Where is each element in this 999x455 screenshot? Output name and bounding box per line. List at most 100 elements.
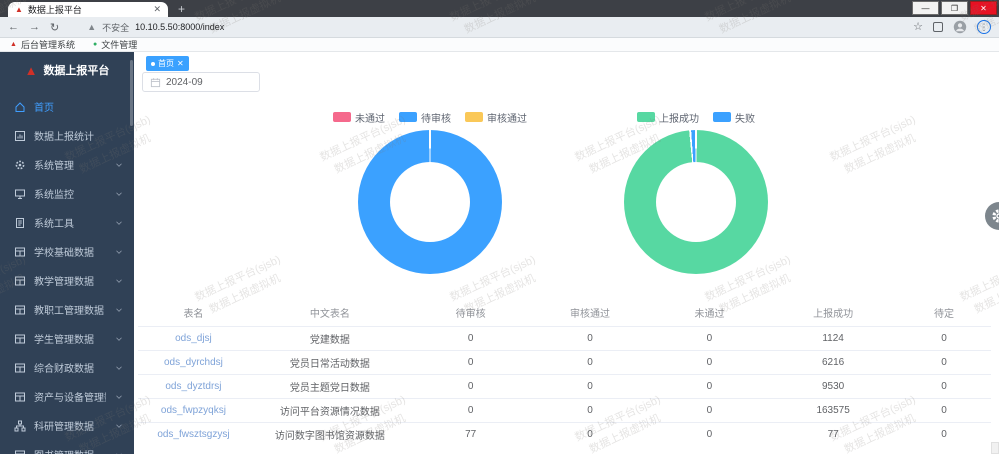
legend-item[interactable]: 失败 xyxy=(713,110,755,125)
sidebar-item[interactable]: 综合财政数据 xyxy=(0,353,134,382)
table-header-cell: 审核通过 xyxy=(570,309,611,321)
bookmark-star-icon[interactable]: ☆ xyxy=(913,20,923,33)
bookmark-item[interactable]: ▲ 后台管理系统 xyxy=(10,38,75,51)
sidebar-item[interactable]: 图书管理数据 xyxy=(0,440,134,454)
sidebar-item-label: 学校基础数据 xyxy=(34,248,94,259)
legend-item[interactable]: 待审核 xyxy=(399,110,451,125)
logo-triangle-icon: ▲ xyxy=(24,62,38,78)
sidebar-item-label: 教学管理数据 xyxy=(34,277,94,288)
chevron-down-icon xyxy=(114,450,124,454)
browser-titlebar: ▲ 数据上报平台 ✕ + — ❐ ✕ xyxy=(0,0,999,17)
table-header-cell: 待审核 xyxy=(455,309,486,321)
chevron-down-icon xyxy=(114,392,124,402)
bookmark-label: 后台管理系统 xyxy=(20,40,75,50)
red-triangle-favicon: ▲ xyxy=(10,41,17,48)
logo-title: 数据上报平台 xyxy=(43,65,110,77)
table-header-cell: 上报成功 xyxy=(813,309,854,321)
chart-legend[interactable]: 未通过 待审核 审核通过 xyxy=(333,110,527,125)
legend-label: 待审核 xyxy=(421,113,451,125)
table-header-cell: 表名 xyxy=(183,309,204,321)
donut-hole xyxy=(656,162,736,242)
table-cell: 6216 xyxy=(769,349,898,374)
bookmark-item[interactable]: ● 文件管理 xyxy=(93,38,137,51)
url-text[interactable]: 10.10.5.50:8000/index xyxy=(135,22,225,32)
table-cell: 0 xyxy=(410,373,531,398)
legend-item[interactable]: 审核通过 xyxy=(465,110,527,125)
table-cell: 党员日常活动数据 xyxy=(248,349,411,374)
month-picker-value: 2024-09 xyxy=(166,76,203,88)
monitor-icon xyxy=(14,188,26,200)
tag-close-icon[interactable]: ✕ xyxy=(177,58,184,68)
table-cell: 访问平台资源情况数据 xyxy=(248,397,411,422)
table-icon xyxy=(14,449,26,454)
gear-icon xyxy=(14,159,26,171)
new-tab-button[interactable]: + xyxy=(178,2,186,16)
main-content: 首页 ✕ 2024-09 未通过 待审核 审核通过 上报成功 失败 xyxy=(134,52,999,454)
sidebar-item-label: 首页 xyxy=(34,103,54,114)
table-icon xyxy=(14,333,26,345)
sidebar-item[interactable]: 教学管理数据 xyxy=(0,266,134,295)
sidebar-item[interactable]: 系统监控 xyxy=(0,179,134,208)
green-circle-favicon: ● xyxy=(92,41,98,48)
legend-swatch-icon xyxy=(637,112,655,122)
profile-avatar-icon[interactable] xyxy=(953,20,967,34)
donut-hole xyxy=(390,162,470,242)
tab-close-icon[interactable]: ✕ xyxy=(153,4,161,14)
close-button[interactable]: ✕ xyxy=(970,1,997,15)
legend-item[interactable]: 上报成功 xyxy=(637,110,699,125)
sidebar-item[interactable]: 学生管理数据 xyxy=(0,324,134,353)
sidebar-item[interactable]: 教职工管理数据 xyxy=(0,295,134,324)
settings-gear-button[interactable] xyxy=(985,202,999,230)
side-panel-icon[interactable] xyxy=(933,22,943,32)
sidebar-item-label: 系统管理 xyxy=(34,161,74,172)
sidebar-item[interactable]: 数据上报统计 xyxy=(0,121,134,150)
sidebar-item[interactable]: 科研管理数据 xyxy=(0,411,134,440)
sidebar-item[interactable]: 学校基础数据 xyxy=(0,237,134,266)
chevron-down-icon xyxy=(114,276,124,286)
table-icon xyxy=(14,246,26,258)
table-cell: 0 xyxy=(649,325,770,350)
sidebar-item[interactable]: 系统工具 xyxy=(0,208,134,237)
sidebar-scrollbar[interactable] xyxy=(130,60,133,126)
table-cell: 77 xyxy=(769,421,898,446)
maximize-button[interactable]: ❐ xyxy=(941,1,968,15)
table-cell: 0 xyxy=(530,349,650,374)
table-cell: 访问数字图书馆资源数据 xyxy=(248,421,411,446)
reload-icon[interactable]: ↻ xyxy=(50,21,60,34)
legend-item[interactable]: 未通过 xyxy=(333,110,385,125)
sidebar-item-label: 图书管理数据 xyxy=(34,447,106,454)
forward-icon[interactable]: → xyxy=(29,21,40,33)
sidebar-item[interactable]: 首页 xyxy=(0,92,134,121)
browser-tab[interactable]: ▲ 数据上报平台 ✕ xyxy=(8,2,168,17)
tab-title: 数据上报平台 xyxy=(27,5,82,15)
table-cell: 0 xyxy=(897,325,991,350)
table-cell: 0 xyxy=(530,421,650,446)
back-icon[interactable]: ← xyxy=(8,21,19,33)
chevron-down-icon xyxy=(114,421,124,431)
bookmark-label: 文件管理 xyxy=(101,40,138,50)
table-cell: 0 xyxy=(897,421,991,446)
tags-view-active-tag[interactable]: 首页 ✕ xyxy=(146,56,189,71)
legend-swatch-icon xyxy=(333,112,351,122)
tree-icon xyxy=(14,420,26,432)
calendar-icon xyxy=(150,77,161,88)
donut-chart xyxy=(624,130,768,274)
window-controls: — ❐ ✕ xyxy=(912,1,997,15)
legend-swatch-icon xyxy=(399,112,417,122)
chevron-down-icon xyxy=(114,305,124,315)
chart-legend[interactable]: 上报成功 失败 xyxy=(637,110,755,125)
minimize-button[interactable]: — xyxy=(912,1,939,15)
sidebar-item[interactable]: 系统管理 xyxy=(0,150,134,179)
table-cell: 0 xyxy=(530,373,650,398)
address-bar[interactable]: ▲ 不安全 10.10.5.50:8000/index xyxy=(69,21,903,34)
table-cell: 0 xyxy=(530,325,650,350)
table-header-row: 表名 中文表名 待审核 审核通过 未通过 上报成功 待定 xyxy=(138,300,991,326)
sidebar-item[interactable]: 资产与设备管理数据 xyxy=(0,382,134,411)
legend-label: 审核通过 xyxy=(487,113,527,125)
browser-menu-icon[interactable]: ⋮ xyxy=(977,20,991,34)
sidebar-logo[interactable]: ▲ 数据上报平台 xyxy=(0,52,134,88)
chevron-down-icon xyxy=(114,160,124,170)
sidebar-item-label: 综合财政数据 xyxy=(34,364,94,375)
month-picker-input[interactable]: 2024-09 xyxy=(142,72,260,92)
table-cell: 0 xyxy=(410,325,531,350)
